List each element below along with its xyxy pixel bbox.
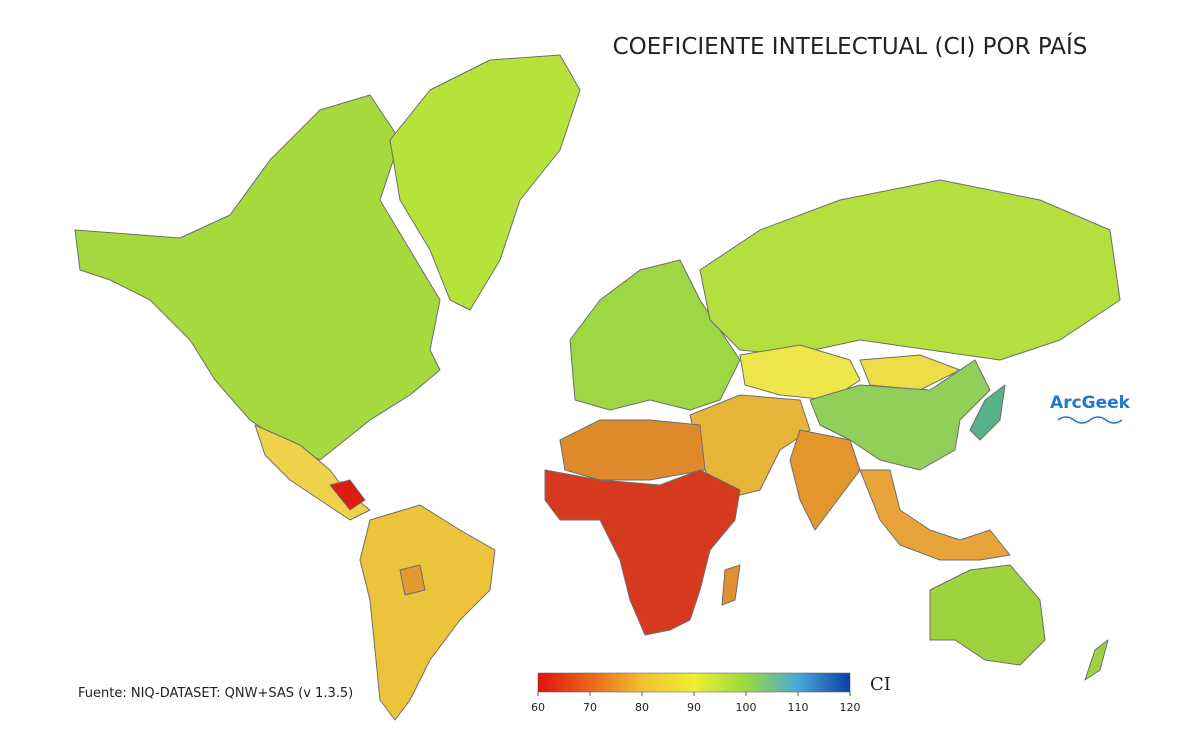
world-map (74, 54, 1121, 721)
colorbar-tick-label: 90 (687, 701, 701, 714)
india (789, 429, 861, 531)
central-america (329, 479, 366, 511)
map-title: COEFICIENTE INTELECTUAL (CI) POR PAÍS (613, 32, 1088, 60)
colorbar-tick-label: 60 (531, 701, 545, 714)
south-america (359, 504, 496, 721)
colorbar (537, 672, 851, 693)
bolivia (399, 564, 426, 596)
colorbar-tick-label: 100 (736, 701, 757, 714)
colorbar-tick-label: 70 (583, 701, 597, 714)
southeast-asia (859, 469, 1011, 561)
madagascar (721, 564, 741, 606)
europe (569, 259, 741, 411)
logo-wave (1057, 416, 1123, 424)
sub-saharan-africa (544, 469, 741, 636)
legend-label: CI (870, 674, 891, 695)
source-note: Fuente: NIQ-DATASET: QNW+SAS (v 1.3.5) (78, 686, 353, 701)
logo-text: ArcGeek (1050, 393, 1131, 413)
australia (929, 564, 1046, 666)
colorbar-tick-label: 80 (635, 701, 649, 714)
greenland (389, 54, 581, 311)
russia (699, 179, 1121, 361)
colorbar-tick-label: 110 (788, 701, 809, 714)
north-america (74, 94, 441, 461)
japan (969, 384, 1006, 441)
colorbar-tick-label: 120 (840, 701, 861, 714)
mongolia (859, 354, 961, 391)
new-zealand (1084, 639, 1109, 681)
logo: ArcGeek (1050, 393, 1131, 424)
china (809, 359, 991, 471)
north-africa (559, 419, 706, 481)
legend: CI 60 70 80 90 100 110 120 (531, 672, 891, 714)
